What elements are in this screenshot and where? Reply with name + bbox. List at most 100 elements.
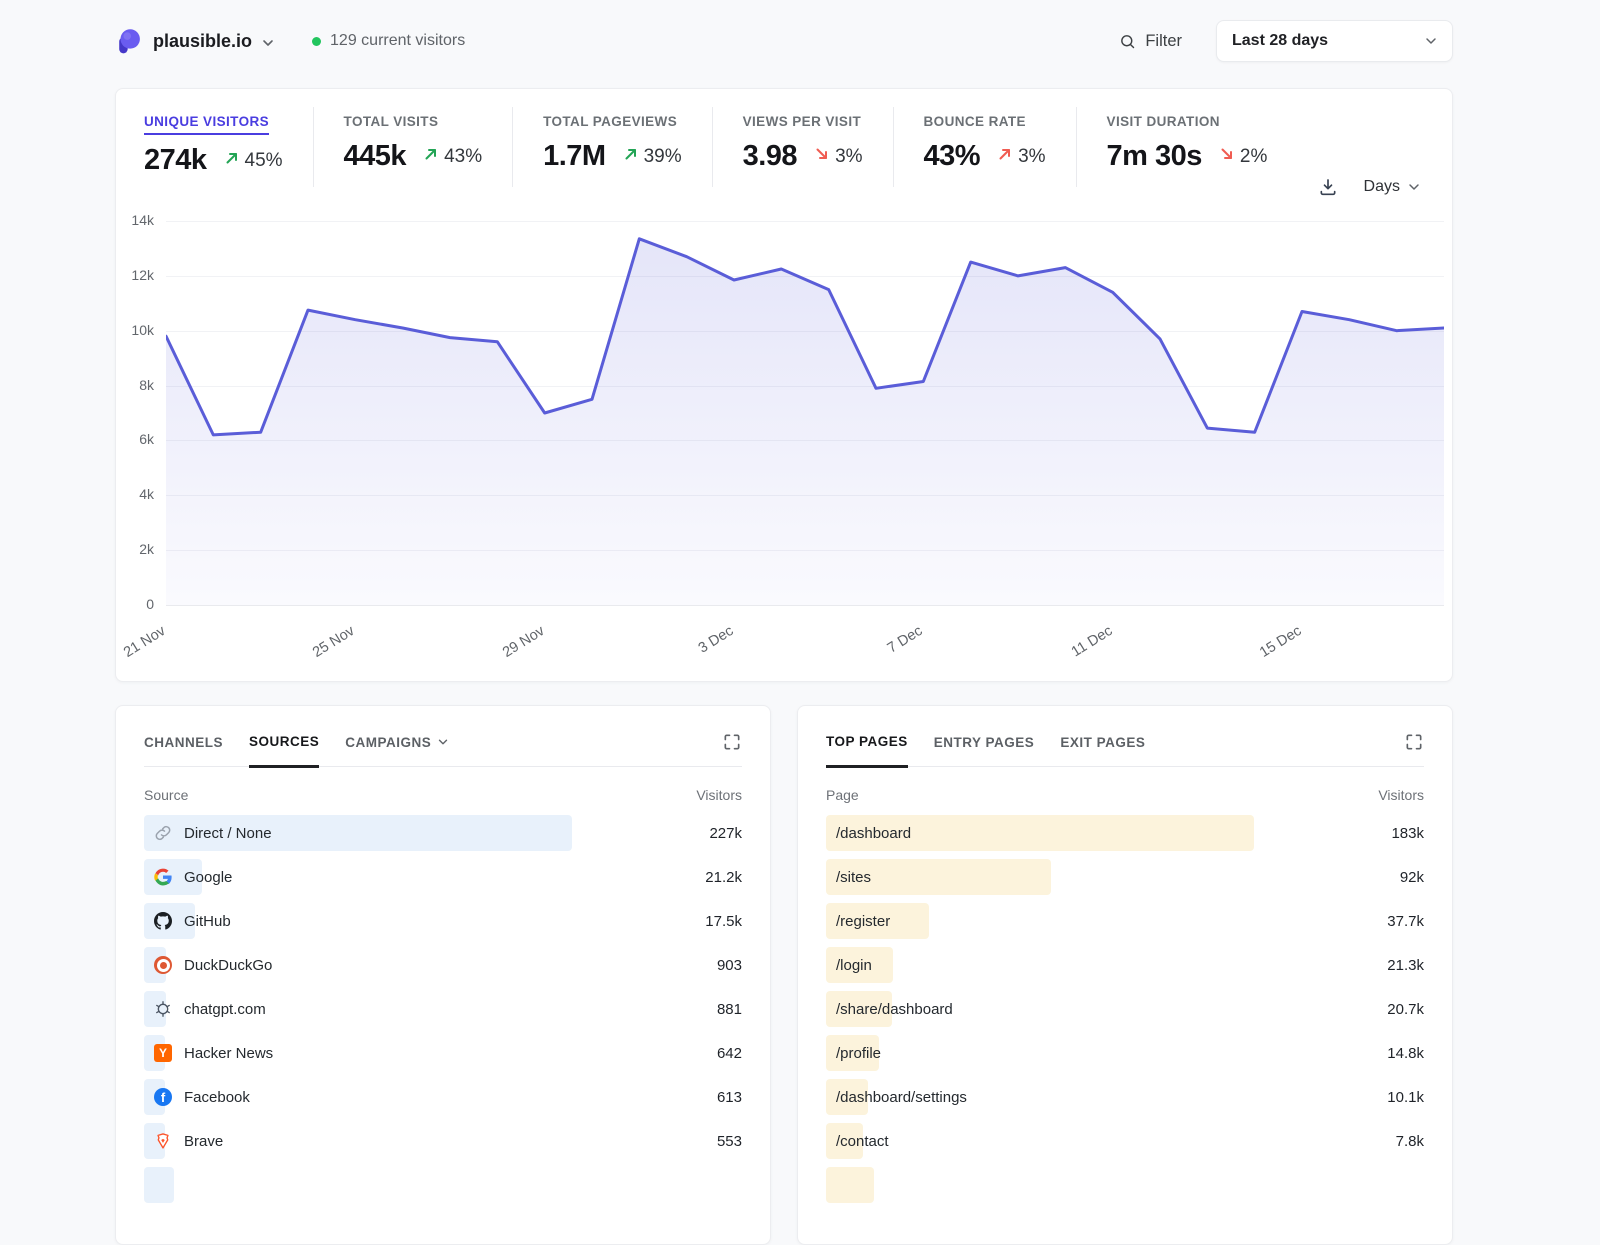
item-label[interactable]: Facebook: [184, 1089, 250, 1106]
stat-label: UNIQUE VISITORS: [144, 114, 269, 135]
col-source: Source: [144, 787, 188, 803]
col-visitors: Visitors: [696, 787, 742, 803]
item-visitors: 881: [717, 991, 742, 1027]
pages-tabs: TOP PAGES ENTRY PAGES EXIT PAGES: [826, 706, 1424, 767]
download-icon[interactable]: [1318, 177, 1338, 197]
stat-value: 274k: [144, 144, 207, 177]
y-axis-tick: 12k: [110, 267, 154, 283]
list-item[interactable]: /dashboard/settings10.1k: [826, 1079, 1424, 1115]
list-item[interactable]: /sites92k: [826, 859, 1424, 895]
stat-change: 3%: [998, 146, 1045, 168]
chevron-down-icon: [1406, 179, 1422, 195]
pages-columns: Page Visitors: [826, 787, 1424, 803]
list-item[interactable]: /contact7.8k: [826, 1123, 1424, 1159]
col-page: Page: [826, 787, 859, 803]
list-item[interactable]: Google 21.2k: [144, 859, 742, 895]
item-label[interactable]: /profile: [836, 1045, 881, 1062]
gridline: [166, 605, 1444, 606]
stat-change: 2%: [1220, 146, 1267, 168]
filter-button[interactable]: Filter: [1119, 32, 1182, 51]
expand-icon[interactable]: [1404, 732, 1424, 752]
list-item[interactable]: Direct / None 227k: [144, 815, 742, 851]
item-label[interactable]: GitHub: [184, 913, 231, 930]
tab-exit-pages[interactable]: EXIT PAGES: [1060, 735, 1145, 766]
site-name[interactable]: plausible.io: [153, 31, 252, 52]
stat-change: 39%: [624, 146, 682, 168]
tab-sources[interactable]: SOURCES: [249, 734, 319, 768]
item-label[interactable]: Hacker News: [184, 1045, 273, 1062]
tab-campaigns[interactable]: CAMPAIGNS: [345, 735, 450, 766]
list-item[interactable]: /login21.3k: [826, 947, 1424, 983]
list-item[interactable]: chatgpt.com 881: [144, 991, 742, 1027]
chevron-down-icon: [1423, 33, 1439, 49]
top-stats: UNIQUE VISITORS 274k 45% TOTAL VISITS445k43…: [144, 107, 1424, 187]
item-label[interactable]: /login: [836, 957, 872, 974]
stat-bounce-rate[interactable]: BOUNCE RATE43%3%: [893, 107, 1076, 187]
sources-columns: Source Visitors: [144, 787, 742, 803]
item-label[interactable]: /dashboard: [836, 825, 911, 842]
stat-total-visits[interactable]: TOTAL VISITS445k43%: [313, 107, 513, 187]
current-visitors[interactable]: 129 current visitors: [312, 32, 465, 50]
stat-total-pageviews[interactable]: TOTAL PAGEVIEWS1.7M39%: [512, 107, 712, 187]
list-item[interactable]: Brave553: [144, 1123, 742, 1159]
y-axis-tick: 4k: [110, 486, 154, 502]
y-axis-tick: 6k: [110, 431, 154, 447]
item-label[interactable]: /share/dashboard: [836, 1001, 953, 1018]
stat-change: 3%: [815, 146, 862, 168]
tab-channels[interactable]: CHANNELS: [144, 735, 223, 766]
pages-card: TOP PAGES ENTRY PAGES EXIT PAGES Page Visi…: [797, 705, 1453, 1245]
link-icon: [154, 824, 172, 842]
item-visitors: 613: [717, 1079, 742, 1115]
stat-visit-duration[interactable]: VISIT DURATION7m 30s2%: [1076, 107, 1298, 187]
item-label[interactable]: /register: [836, 913, 890, 930]
trend-down-icon: [1220, 147, 1234, 166]
item-label[interactable]: Brave: [184, 1133, 223, 1150]
item-visitors: 227k: [709, 815, 742, 851]
item-label[interactable]: /dashboard/settings: [836, 1089, 967, 1106]
list-item-partial: [144, 1167, 742, 1203]
stat-unique-visitors[interactable]: UNIQUE VISITORS 274k 45%: [144, 107, 313, 187]
plausible-dashboard: plausible.io 129 current visitors Filter…: [0, 0, 1600, 1200]
item-visitors: 37.7k: [1387, 903, 1424, 939]
item-label[interactable]: chatgpt.com: [184, 1001, 266, 1018]
search-icon: [1119, 33, 1136, 50]
value-bar: [144, 1167, 174, 1203]
interval-selector[interactable]: Days: [1364, 178, 1422, 196]
item-label[interactable]: /sites: [836, 869, 871, 886]
list-item[interactable]: YHacker News642: [144, 1035, 742, 1071]
site-switcher[interactable]: plausible.io 129 current visitors: [115, 28, 465, 55]
list-item[interactable]: /dashboard183k: [826, 815, 1424, 851]
date-range-picker[interactable]: Last 28 days: [1216, 20, 1453, 62]
tab-entry-pages[interactable]: ENTRY PAGES: [934, 735, 1035, 766]
duckduckgo-icon: [154, 956, 172, 974]
stat-label: TOTAL VISITS: [344, 114, 439, 129]
item-visitors: 21.2k: [705, 859, 742, 895]
list-item[interactable]: /share/dashboard20.7k: [826, 991, 1424, 1027]
item-visitors: 14.8k: [1387, 1035, 1424, 1071]
tab-top-pages[interactable]: TOP PAGES: [826, 734, 908, 768]
list-item[interactable]: fFacebook613: [144, 1079, 742, 1115]
item-label[interactable]: DuckDuckGo: [184, 957, 272, 974]
list-item[interactable]: GitHub17.5k: [144, 903, 742, 939]
brave-icon: [154, 1132, 172, 1150]
stat-views-per-visit[interactable]: VIEWS PER VISIT3.983%: [712, 107, 893, 187]
trend-down-icon: [815, 147, 829, 166]
topbar-actions: Filter Last 28 days: [1119, 20, 1453, 62]
list-item[interactable]: /profile 14.8k: [826, 1035, 1424, 1071]
stat-label: TOTAL PAGEVIEWS: [543, 114, 677, 129]
item-label[interactable]: Google: [184, 869, 232, 886]
current-visitors-label: 129 current visitors: [330, 32, 465, 50]
chevron-down-icon: [431, 735, 450, 750]
list-item[interactable]: /register 37.7k: [826, 903, 1424, 939]
stat-change: 43%: [424, 146, 482, 168]
expand-icon[interactable]: [722, 732, 742, 752]
item-label[interactable]: Direct / None: [184, 825, 272, 842]
stat-change: 45%: [225, 150, 283, 172]
item-label[interactable]: /contact: [836, 1133, 889, 1150]
stat-change-percent: 43%: [444, 146, 482, 168]
y-axis-tick: 0: [110, 596, 154, 612]
visitors-area-chart[interactable]: 14k12k10k8k6k4k2k0: [166, 221, 1444, 605]
date-range-label: Last 28 days: [1232, 32, 1328, 50]
list-item[interactable]: DuckDuckGo903: [144, 947, 742, 983]
trend-up-icon: [624, 147, 638, 166]
